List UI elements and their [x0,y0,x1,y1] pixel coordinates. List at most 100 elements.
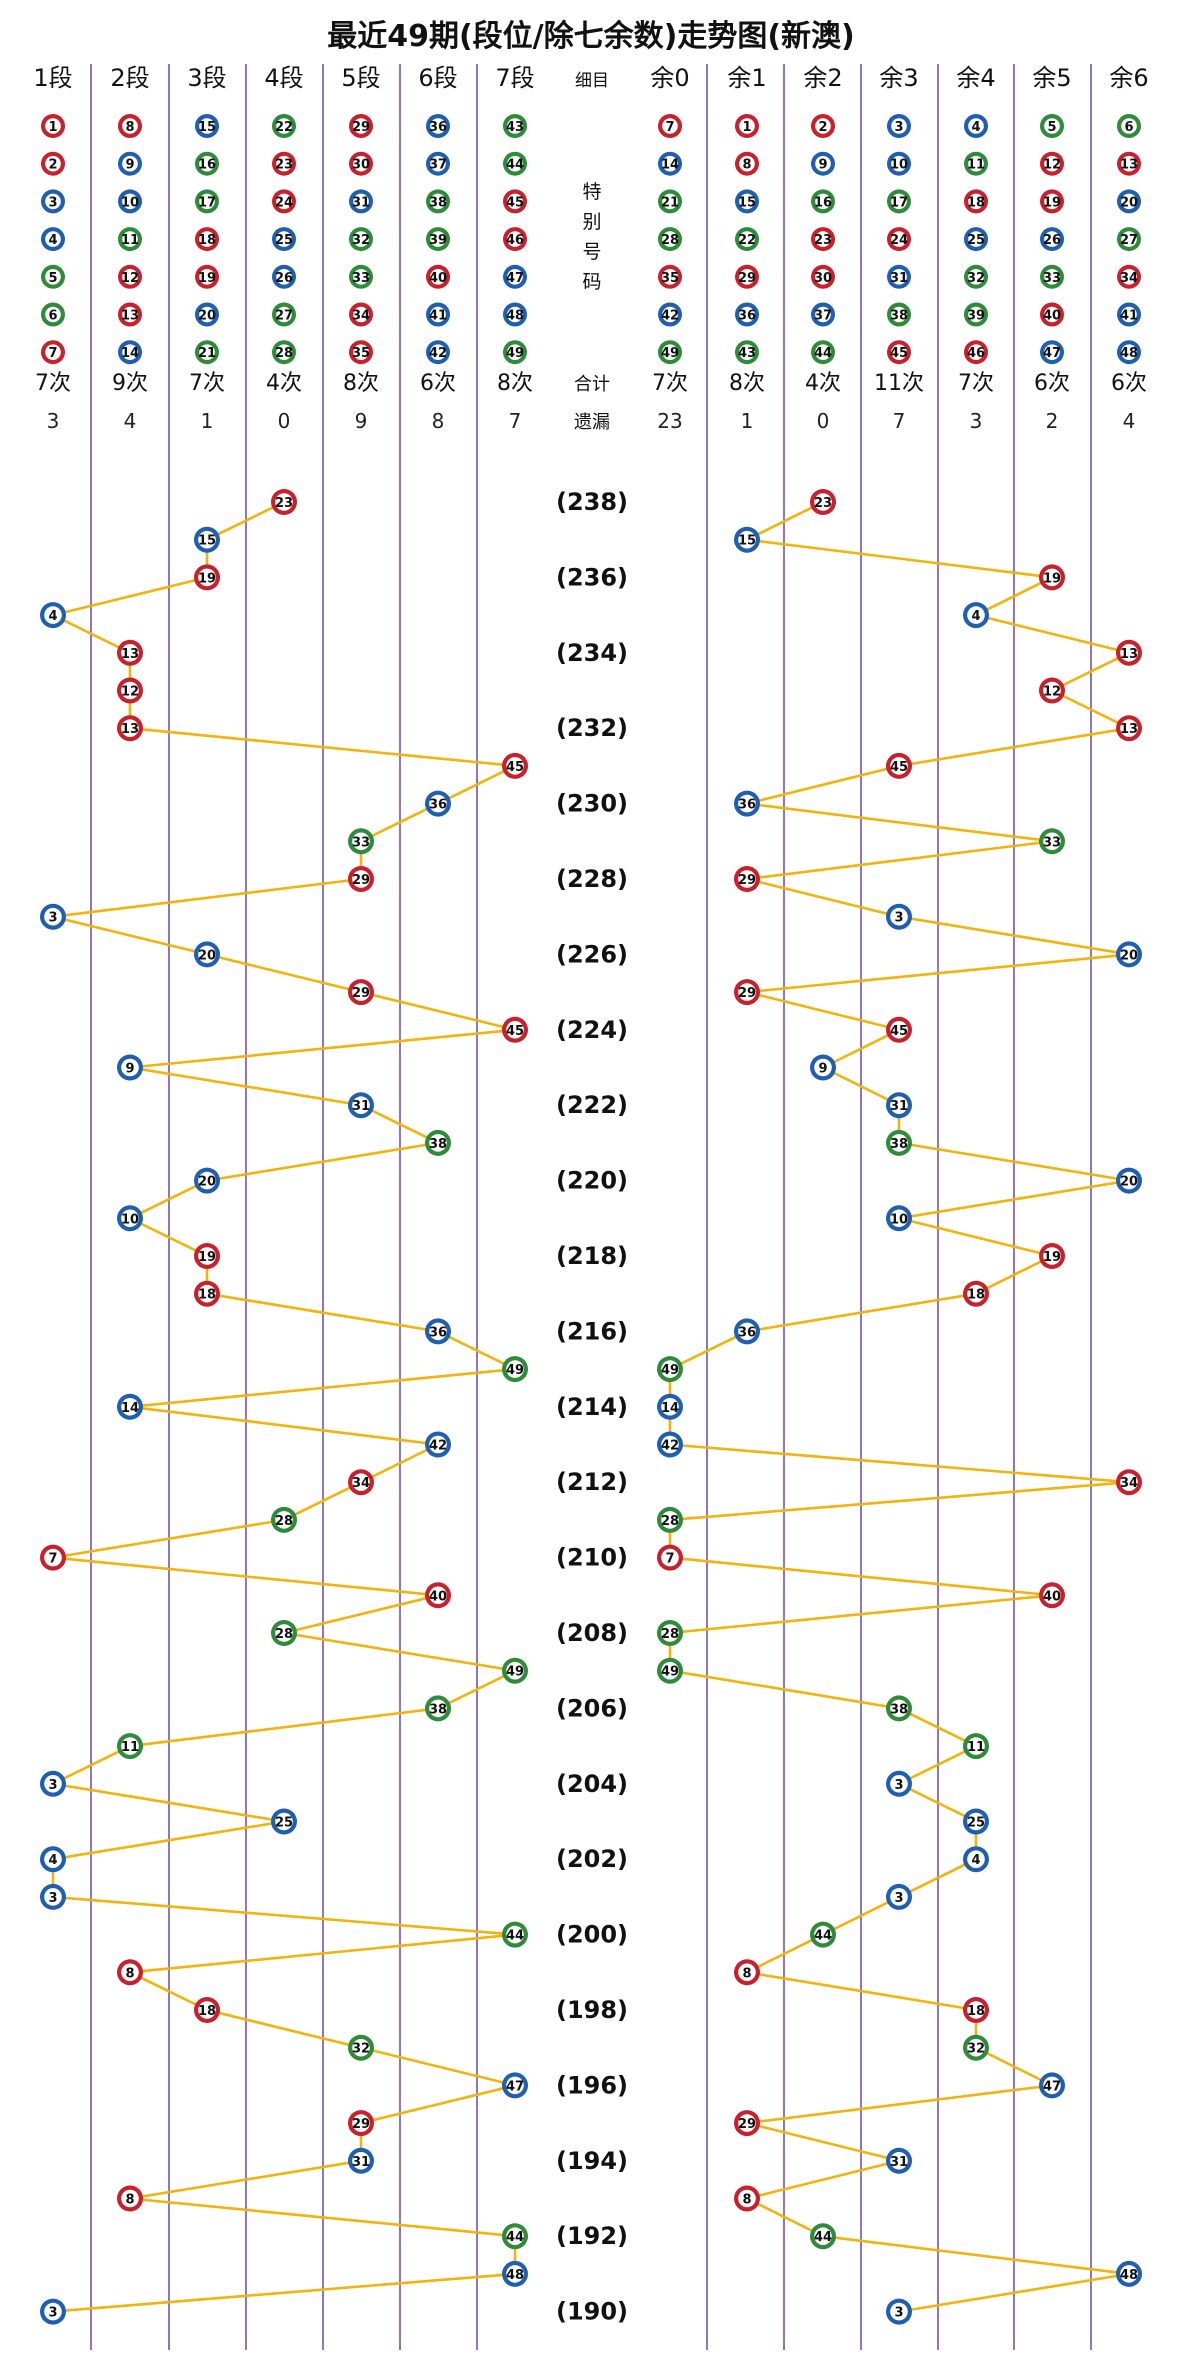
ball-center [44,907,62,926]
period-label: (202) [556,1845,628,1873]
segment-draw-ball: 13 [117,715,143,742]
remainder-number-ball: 48 [1117,340,1141,365]
segment-trend-line [129,2159,362,2200]
segment-draw-ball: 49 [502,1657,528,1684]
ball-number: 13 [1120,647,1138,662]
segment-miss: 8 [432,409,445,433]
remainder-trend-line [746,802,1053,843]
period-label: (224) [556,1016,628,1044]
segment-draw-ball: 3 [40,1770,66,1797]
segment-trend-line [437,764,516,805]
period-label: (220) [556,1167,628,1195]
segment-draw-ball: 8 [117,2185,143,2212]
ball-number: 25 [275,233,293,248]
segment-number-ball: 7 [41,340,65,365]
ball-center [890,2302,908,2321]
ball-number: 44 [814,346,832,361]
segment-header-6: 6段 [418,64,457,92]
remainder-number-ball: 21 [658,189,682,214]
segment-draw-ball: 9 [117,1054,143,1081]
ball-number: 18 [198,1288,216,1303]
ball-center [1043,832,1061,851]
segment-draw-ball: 4 [40,1846,66,1873]
ball-number: 33 [1043,835,1061,850]
ball-number: 8 [125,120,134,135]
remainder-draw-ball: 20 [1116,1167,1142,1194]
ball-center [275,493,293,511]
ball-center [353,306,369,323]
segment-trend-line [129,1405,439,1446]
ball-number: 20 [198,1175,216,1190]
ball-center [352,2152,370,2170]
remainder-draw-ball: 8 [734,2185,760,2212]
ball-number: 35 [352,346,370,361]
ball-number: 23 [814,496,832,511]
period-label: (196) [556,2071,628,2099]
remainder-count: 11次 [874,371,924,396]
segment-draw-ball: 34 [348,1469,374,1496]
ball-number: 9 [818,1062,827,1077]
ball-center [45,269,61,285]
remainder-draw-ball: 36 [734,790,760,817]
segment-trend-line [52,877,362,918]
ball-number: 12 [1043,685,1061,700]
ball-center [122,231,138,247]
segment-trend-line [129,1179,208,1220]
ball-center [739,118,755,134]
ball-number: 21 [198,346,216,361]
ball-number: 31 [890,271,908,286]
remainder-draw-ball: 9 [810,1054,836,1081]
ball-center [122,155,138,172]
ball-center [122,193,138,210]
ball-center [1044,306,1060,323]
ball-center [814,2227,832,2245]
segment-header-1: 1段 [33,64,72,92]
segment-number-ball: 44 [503,151,527,176]
ball-number: 44 [506,158,524,173]
ball-number: 8 [742,158,751,173]
ball-number: 3 [894,1778,903,1793]
remainder-count: 6次 [1111,371,1147,396]
ball-center [891,118,907,134]
ball-number: 5 [1047,120,1056,135]
ball-number: 42 [661,1439,679,1454]
remainder-draw-ball: 33 [1039,828,1065,855]
ball-number: 25 [967,233,985,248]
segment-number-ball: 13 [118,302,142,327]
ball-number: 1 [48,120,57,135]
period-label: (194) [556,2147,628,2175]
ball-center [738,530,756,549]
ball-center [968,118,984,134]
segment-number-ball: 46 [503,227,527,252]
segment-draw-ball: 19 [194,1243,220,1269]
segment-number-ball: 17 [195,189,219,214]
period-label: (210) [556,1544,628,1572]
ball-center [44,1775,62,1793]
segment-trend-line [283,1481,362,1522]
ball-number: 21 [661,195,679,210]
ball-number: 45 [506,1024,524,1039]
segment-number-ball: 45 [503,189,527,214]
ball-center [891,306,907,323]
remainder-number-ball: 24 [887,227,911,252]
remainder-header-3: 余3 [879,64,918,92]
segment-miss: 0 [278,409,291,433]
segment-number-ball: 16 [195,151,219,176]
segment-draw-ball: 25 [271,1808,297,1835]
remainder-trend-line [746,764,900,805]
ball-number: 22 [275,120,293,135]
remainder-number-ball: 25 [964,227,988,252]
ball-center [198,1284,216,1303]
ball-number: 47 [506,2079,524,2094]
remainder-number-ball: 19 [1040,189,1064,214]
ball-number: 34 [352,1476,370,1491]
segment-trend-line [360,2046,516,2087]
ball-center [739,344,755,361]
ball-number: 19 [198,1250,216,1265]
segment-trend-line [52,915,208,956]
ball-number: 47 [506,271,524,286]
segment-count: 7次 [189,371,225,396]
ball-center [890,1021,908,1039]
ball-center [738,2189,756,2208]
remainder-draw-ball: 40 [1039,1582,1065,1609]
